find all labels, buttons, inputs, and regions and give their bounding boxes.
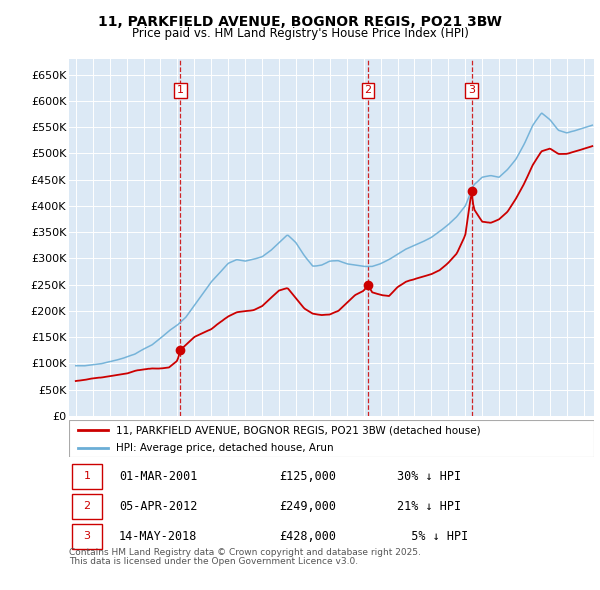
Text: 2: 2 [364,86,371,96]
Text: 3: 3 [83,532,91,541]
Text: 05-APR-2012: 05-APR-2012 [119,500,197,513]
Text: 21% ↓ HPI: 21% ↓ HPI [397,500,461,513]
Bar [71,524,102,549]
Text: Price paid vs. HM Land Registry's House Price Index (HPI): Price paid vs. HM Land Registry's House … [131,27,469,40]
Text: 1: 1 [177,86,184,96]
Text: £125,000: £125,000 [279,470,336,483]
Text: 14-MAY-2018: 14-MAY-2018 [119,530,197,543]
Text: 5% ↓ HPI: 5% ↓ HPI [397,530,469,543]
Bar [71,464,102,489]
Text: This data is licensed under the Open Government Licence v3.0.: This data is licensed under the Open Gov… [69,558,358,566]
Text: 11, PARKFIELD AVENUE, BOGNOR REGIS, PO21 3BW (detached house): 11, PARKFIELD AVENUE, BOGNOR REGIS, PO21… [116,425,481,435]
Text: 2: 2 [83,502,91,511]
Text: 3: 3 [468,86,475,96]
Text: 11, PARKFIELD AVENUE, BOGNOR REGIS, PO21 3BW: 11, PARKFIELD AVENUE, BOGNOR REGIS, PO21… [98,15,502,29]
Text: Contains HM Land Registry data © Crown copyright and database right 2025.: Contains HM Land Registry data © Crown c… [69,548,421,557]
Text: 01-MAR-2001: 01-MAR-2001 [119,470,197,483]
Bar [71,494,102,519]
Text: HPI: Average price, detached house, Arun: HPI: Average price, detached house, Arun [116,443,334,453]
Text: £249,000: £249,000 [279,500,336,513]
Text: 30% ↓ HPI: 30% ↓ HPI [397,470,461,483]
Text: £428,000: £428,000 [279,530,336,543]
Text: 1: 1 [83,471,91,481]
